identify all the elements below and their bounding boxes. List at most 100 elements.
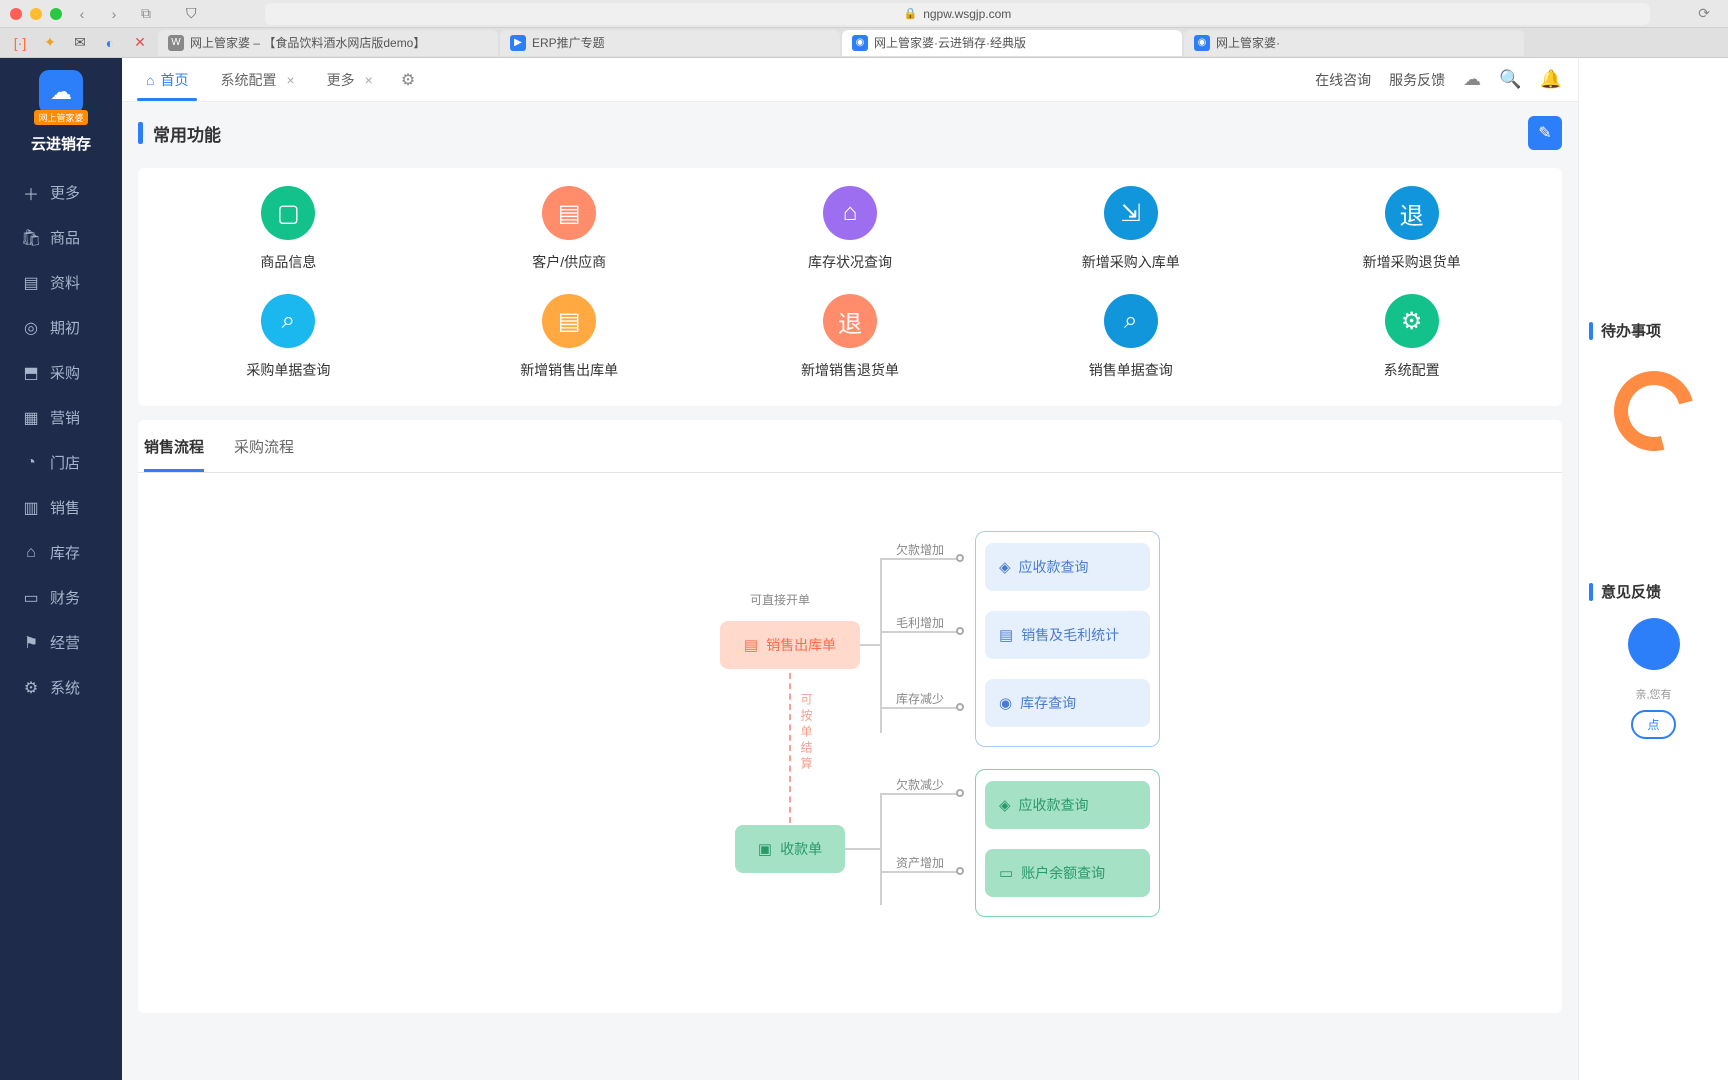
section-bar-icon bbox=[1589, 583, 1593, 601]
flow-label-debt-inc: 欠款增加 bbox=[896, 541, 944, 558]
function-icon: 退 bbox=[1385, 186, 1439, 240]
flow-card-应收款查询[interactable]: ◈ 应收款查询 bbox=[985, 543, 1150, 591]
flow-card-销售及毛利统计[interactable]: ▤销售及毛利统计 bbox=[985, 611, 1150, 659]
sidebar-item-门店[interactable]: ◔ 门店 bbox=[0, 440, 122, 485]
traffic-lights bbox=[10, 8, 62, 20]
card-label: 账户余额查询 bbox=[1021, 863, 1105, 883]
cloud-icon[interactable]: ☁ bbox=[1463, 69, 1481, 90]
sidebar-item-采购[interactable]: ⬒ 采购 bbox=[0, 350, 122, 395]
service-feedback-link[interactable]: 服务反馈 bbox=[1389, 70, 1445, 90]
browser-tab[interactable]: W 网上管家婆 – 【食品饮料酒水网店版demo】 bbox=[158, 30, 498, 56]
extension-icon[interactable]: ✕ bbox=[126, 32, 154, 54]
app-root: ☁ 网上管家婆 云进销存 ＋更多🛍商品▤资料◎期初⬒采购▦营销◔门店▥销售⌂库存… bbox=[0, 58, 1728, 1080]
nav-icon: ◔ bbox=[22, 454, 40, 472]
sidebar-item-系统[interactable]: ⚙系统 bbox=[0, 665, 122, 710]
sidebar-item-库存[interactable]: ⌂库存 bbox=[0, 530, 122, 575]
function-商品信息[interactable]: ▢商品信息 bbox=[188, 186, 388, 272]
flow-dot bbox=[956, 703, 964, 711]
nav-icon: ⬒ bbox=[22, 364, 40, 382]
tab-label: 网上管家婆·云进销存·经典版 bbox=[874, 34, 1026, 51]
extension-icon[interactable]: [·] bbox=[6, 32, 34, 54]
flow-card-应收款查询[interactable]: ◈应收款查询 bbox=[985, 781, 1150, 829]
sidebar-item-销售[interactable]: ▥销售 bbox=[0, 485, 122, 530]
function-icon: ⇲ bbox=[1104, 186, 1158, 240]
close-tab-icon[interactable]: × bbox=[365, 72, 373, 88]
nav-label: 资料 bbox=[50, 272, 80, 293]
sidebar: ☁ 网上管家婆 云进销存 ＋更多🛍商品▤资料◎期初⬒采购▦营销◔门店▥销售⌂库存… bbox=[0, 58, 122, 1080]
flow-card-库存查询[interactable]: ◉ 库存查询 bbox=[985, 679, 1150, 727]
todo-title: 待办事项 bbox=[1601, 320, 1661, 341]
search-icon[interactable]: 🔍 bbox=[1499, 69, 1521, 90]
flow-card-账户余额查询[interactable]: ▭账户余额查询 bbox=[985, 849, 1150, 897]
function-库存状况查询[interactable]: ⌂库存状况查询 bbox=[750, 186, 950, 272]
close-tab-icon[interactable]: × bbox=[286, 72, 294, 88]
nav-label: 门店 bbox=[50, 452, 80, 473]
extension-icon[interactable]: ✦ bbox=[36, 32, 64, 54]
flow-label-debt-dec: 欠款减少 bbox=[896, 776, 944, 793]
url-bar[interactable]: 🔒 ngpw.wsgjp.com bbox=[265, 3, 1651, 25]
sidebar-item-财务[interactable]: ▭财务 bbox=[0, 575, 122, 620]
forward-button[interactable]: › bbox=[102, 4, 126, 24]
nav-label: 采购 bbox=[50, 362, 80, 383]
tab-settings-icon[interactable]: ⚙ bbox=[389, 70, 427, 90]
favicon-icon: W bbox=[168, 35, 184, 51]
card-label: 应收款查询 bbox=[1019, 557, 1089, 577]
sidebar-toggle-icon[interactable]: ⧉ bbox=[134, 4, 158, 24]
nav-icon: ▦ bbox=[22, 409, 40, 427]
top-tab-系统配置[interactable]: 系统配置× bbox=[204, 58, 310, 101]
function-客户/供应商[interactable]: ▤客户/供应商 bbox=[469, 186, 669, 272]
nav-label: 更多 bbox=[50, 182, 80, 203]
nav-icon: ▤ bbox=[22, 274, 40, 292]
sidebar-item-更多[interactable]: ＋更多 bbox=[0, 170, 122, 215]
close-window-icon[interactable] bbox=[10, 8, 22, 20]
function-新增销售出库单[interactable]: ▤新增销售出库单 bbox=[469, 294, 669, 380]
function-label: 商品信息 bbox=[260, 252, 316, 272]
top-tab-首页[interactable]: ⌂首页 bbox=[130, 58, 204, 101]
sidebar-item-资料[interactable]: ▤ 资料 bbox=[0, 260, 122, 305]
nav-label: 财务 bbox=[50, 587, 80, 608]
function-采购单据查询[interactable]: ⌕采购单据查询 bbox=[188, 294, 388, 380]
card-icon: ◈ bbox=[999, 558, 1011, 576]
sidebar-item-期初[interactable]: ◎期初 bbox=[0, 305, 122, 350]
browser-tab[interactable]: ◉网上管家婆· bbox=[1184, 30, 1524, 56]
maximize-window-icon[interactable] bbox=[50, 8, 62, 20]
app-logo-icon: ☁ bbox=[39, 70, 83, 114]
browser-tab[interactable]: ▶ERP推广专题 bbox=[500, 30, 840, 56]
card-label: 库存查询 bbox=[1020, 693, 1076, 713]
extension-icon[interactable]: ✉ bbox=[66, 32, 94, 54]
right-panel: 待办事项 意见反馈 亲,您有 点 bbox=[1578, 58, 1728, 1080]
flow-line bbox=[880, 871, 960, 873]
reload-button[interactable]: ⟳ bbox=[1698, 5, 1718, 22]
section-title: 常用功能 bbox=[153, 121, 221, 146]
extension-icon[interactable]: ◐ bbox=[96, 32, 124, 54]
flow-dashed-connector bbox=[789, 673, 791, 823]
online-consult-link[interactable]: 在线咨询 bbox=[1315, 70, 1371, 90]
card-icon: ◉ bbox=[999, 694, 1012, 712]
flow-tab-销售流程[interactable]: 销售流程 bbox=[144, 436, 204, 472]
flow-node-receipt[interactable]: ▣ 收款单 bbox=[735, 825, 845, 873]
sidebar-item-营销[interactable]: ▦营销 bbox=[0, 395, 122, 440]
flow-tab-采购流程[interactable]: 采购流程 bbox=[234, 436, 294, 472]
function-新增销售退货单[interactable]: 退新增销售退货单 bbox=[750, 294, 950, 380]
flow-line bbox=[845, 848, 880, 850]
sales-out-icon: ▤ bbox=[744, 636, 758, 654]
nav-label: 商品 bbox=[50, 227, 80, 248]
notification-icon[interactable]: 🔔 bbox=[1540, 69, 1562, 90]
function-新增采购退货单[interactable]: 退新增采购退货单 bbox=[1312, 186, 1512, 272]
minimize-window-icon[interactable] bbox=[30, 8, 42, 20]
function-新增采购入库单[interactable]: ⇲新增采购入库单 bbox=[1031, 186, 1231, 272]
privacy-shield-icon[interactable]: ⛉ bbox=[186, 5, 197, 22]
sidebar-item-经营[interactable]: ⚑经营 bbox=[0, 620, 122, 665]
browser-tab[interactable]: ◉网上管家婆·云进销存·经典版 bbox=[842, 30, 1182, 56]
tab-label: 网上管家婆 – 【食品饮料酒水网店版demo】 bbox=[190, 34, 425, 51]
favicon-icon: ◉ bbox=[1194, 35, 1210, 51]
function-label: 销售单据查询 bbox=[1089, 360, 1173, 380]
top-tab-更多[interactable]: 更多× bbox=[311, 58, 389, 101]
flow-node-sales-out[interactable]: ▤ 销售出库单 bbox=[720, 621, 860, 669]
sidebar-item-商品[interactable]: 🛍商品 bbox=[0, 215, 122, 260]
function-系统配置[interactable]: ⚙系统配置 bbox=[1312, 294, 1512, 380]
back-button[interactable]: ‹ bbox=[70, 4, 94, 24]
feedback-button[interactable]: 点 bbox=[1631, 710, 1675, 739]
edit-functions-button[interactable]: ✎ bbox=[1528, 116, 1562, 150]
function-销售单据查询[interactable]: ⌕销售单据查询 bbox=[1031, 294, 1231, 380]
